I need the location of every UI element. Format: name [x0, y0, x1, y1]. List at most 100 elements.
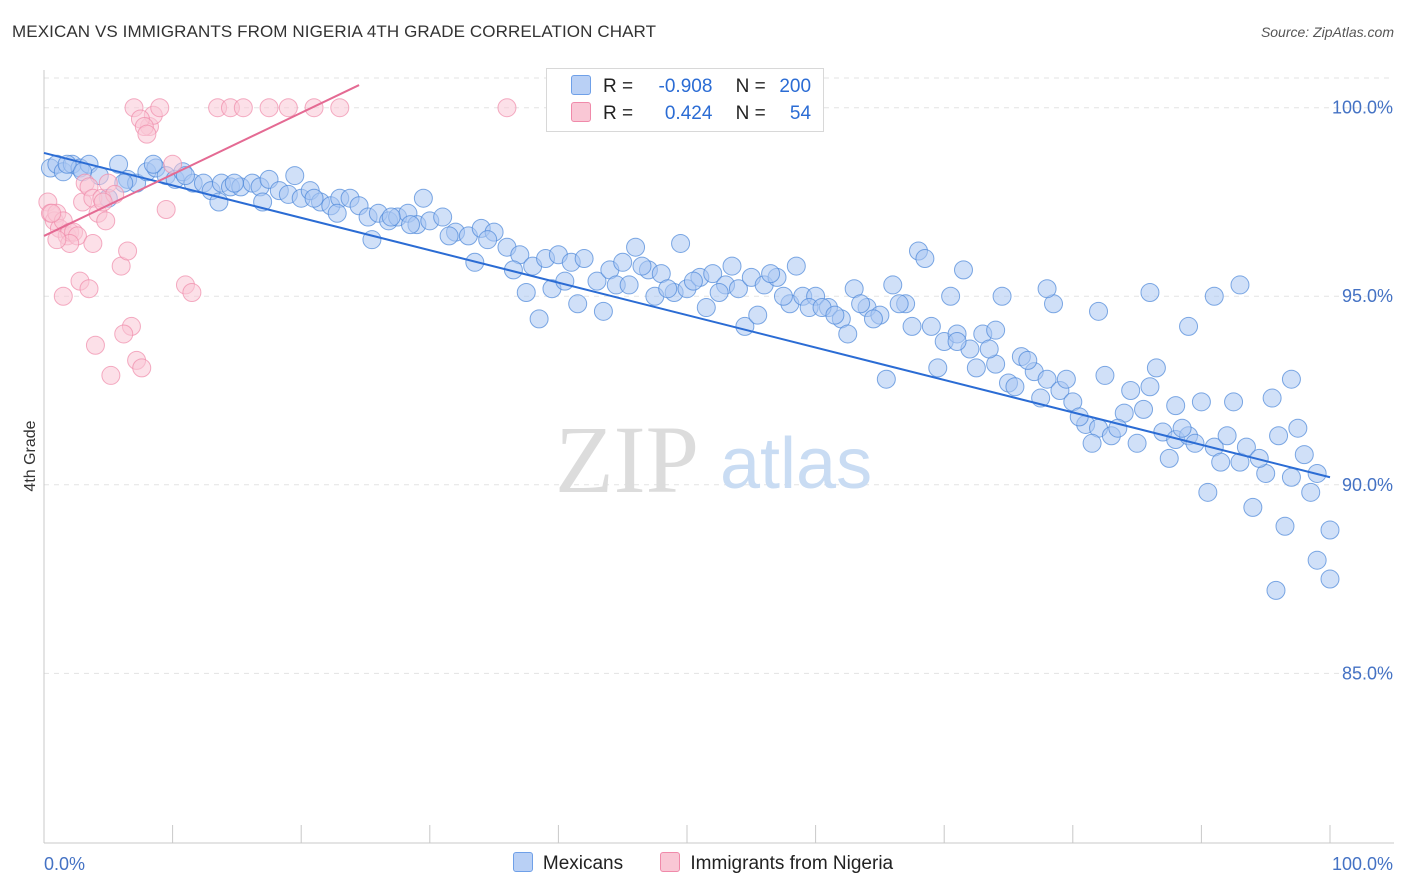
- y-tick-label: 95.0%: [1342, 286, 1393, 306]
- mexicans-point: [1069, 407, 1089, 427]
- mexicans-point: [722, 256, 742, 276]
- mexicans-point: [1294, 445, 1314, 465]
- mexicans-point: [1108, 418, 1128, 438]
- mexicans-point: [703, 264, 723, 284]
- mexicans-point: [979, 339, 999, 359]
- y-axis-label: 4th Grade: [22, 420, 39, 491]
- source-label: Source: ZipAtlas.com: [1260, 24, 1394, 40]
- mexicans-point: [696, 298, 716, 318]
- mexicans-point: [889, 294, 909, 314]
- mexicans-point: [1191, 392, 1211, 412]
- watermark-atlas: atlas: [720, 424, 872, 504]
- y-tick-label: 85.0%: [1342, 663, 1393, 683]
- mexicans-point: [1159, 448, 1179, 468]
- mexicans-point: [883, 275, 903, 295]
- data-points: [38, 98, 1340, 600]
- nigeria-point: [137, 124, 157, 144]
- mexicans-point: [1018, 350, 1038, 370]
- mexicans-point: [966, 358, 986, 378]
- mexicans-point: [1140, 282, 1160, 302]
- nigeria-point: [259, 98, 279, 118]
- mexicans-point: [593, 301, 613, 321]
- mexicans-point: [1243, 497, 1263, 517]
- mexicans-point: [1089, 301, 1109, 321]
- mexicans-point: [1134, 399, 1154, 419]
- mexicans-point: [825, 305, 845, 325]
- legend-row-mexicans: R = -0.908 N = 200: [571, 75, 811, 101]
- nigeria-point: [83, 233, 103, 253]
- mexicans-point: [915, 249, 935, 269]
- legend-item-nigeria: Immigrants from Nigeria: [660, 852, 893, 875]
- mexicans-point: [941, 286, 961, 306]
- mexicans-point: [683, 271, 703, 291]
- nigeria-trend-line: [43, 84, 360, 237]
- mexicans-point: [748, 305, 768, 325]
- x-tick-label: 0.0%: [44, 854, 85, 874]
- mexicans-point: [413, 188, 433, 208]
- mexicans-point: [1320, 520, 1340, 540]
- mexicans-point: [851, 294, 871, 314]
- mexicans-point: [1307, 550, 1327, 570]
- mexicans-point: [761, 264, 781, 284]
- mexicans-point: [773, 286, 793, 306]
- mexicans-point: [327, 203, 347, 223]
- mexicans-point: [143, 154, 163, 174]
- mexicans-point: [1127, 433, 1147, 453]
- mexicans-point: [1037, 279, 1057, 299]
- nigeria-point: [182, 282, 202, 302]
- nigeria-point: [79, 279, 99, 299]
- nigeria-point: [118, 241, 138, 261]
- mexicans-point: [1211, 452, 1231, 472]
- watermark: ZIP atlas: [555, 406, 872, 513]
- legend-n-label: N =: [735, 103, 766, 124]
- mexicans-point: [1121, 381, 1141, 401]
- nigeria-point: [233, 98, 253, 118]
- legend-n-value: 54: [789, 103, 812, 124]
- mexicans-point: [1266, 580, 1286, 600]
- legend-label-mexicans: Mexicans: [542, 853, 624, 874]
- y-tick-label: 100.0%: [1332, 98, 1393, 118]
- mexicans-point: [568, 294, 588, 314]
- nigeria-point: [156, 200, 176, 220]
- mexicans-point: [986, 320, 1006, 340]
- mexicans-point: [1262, 388, 1282, 408]
- mexicans-point: [381, 207, 401, 227]
- mexicans-trend-line: [43, 151, 1331, 479]
- mexicans-point: [921, 316, 941, 336]
- mexicans-point: [863, 309, 883, 329]
- mexicans-point: [632, 256, 652, 276]
- trend-lines: [43, 84, 1331, 479]
- mexicans-point: [876, 369, 896, 389]
- mexicans-point: [1198, 482, 1218, 502]
- grid-lines: [44, 77, 1394, 674]
- mexicans-point: [1288, 418, 1308, 438]
- x-tick-label: 100.0%: [1332, 854, 1393, 874]
- mexicans-point: [613, 252, 633, 272]
- legend-item-mexicans: Mexicans: [512, 852, 624, 875]
- nigeria-point: [497, 98, 517, 118]
- mexicans-point: [1082, 433, 1102, 453]
- nigeria-point: [114, 324, 134, 344]
- nigeria-point: [96, 211, 116, 231]
- mexicans-point: [671, 233, 691, 253]
- mexicans-point: [516, 282, 536, 302]
- mexicans-point: [658, 279, 678, 299]
- y-tick-label: 90.0%: [1342, 475, 1393, 495]
- mexicans-point: [626, 237, 646, 257]
- stats-legend: R = -0.908 N = 200 R = 0.424 N = 54: [546, 68, 824, 132]
- mexicans-point: [529, 309, 549, 329]
- mexicans-point: [109, 154, 129, 174]
- mexicans-point: [928, 358, 948, 378]
- mexicans-point: [709, 282, 729, 302]
- mexicans-point: [1140, 377, 1160, 397]
- mexicans-point: [728, 279, 748, 299]
- legend-row-nigeria: R = 0.424 N = 54: [571, 102, 811, 128]
- mexicans-point: [786, 256, 806, 276]
- legend-n-value: 200: [779, 76, 812, 97]
- mexicans-point: [1269, 426, 1289, 446]
- mexicans-point: [1056, 369, 1076, 389]
- mexicans-point: [285, 166, 305, 186]
- mexicans-point: [401, 215, 421, 235]
- legend-swatch-mexicans: [512, 852, 533, 872]
- mexicans-point: [224, 173, 244, 193]
